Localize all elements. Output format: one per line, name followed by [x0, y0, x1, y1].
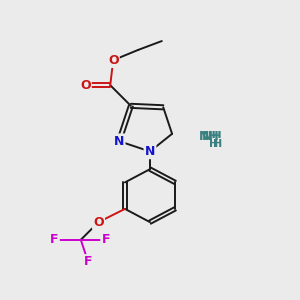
Text: O: O: [93, 216, 104, 229]
Text: N: N: [114, 135, 124, 148]
Text: F: F: [84, 255, 92, 268]
Text: O: O: [108, 54, 119, 67]
Text: NH: NH: [202, 130, 222, 143]
Text: H: H: [213, 139, 222, 149]
Text: F: F: [50, 233, 58, 246]
Text: N: N: [145, 145, 155, 158]
Text: O: O: [80, 79, 91, 92]
Text: NH: NH: [199, 130, 219, 143]
Text: F: F: [102, 233, 110, 246]
Text: H: H: [209, 139, 218, 148]
